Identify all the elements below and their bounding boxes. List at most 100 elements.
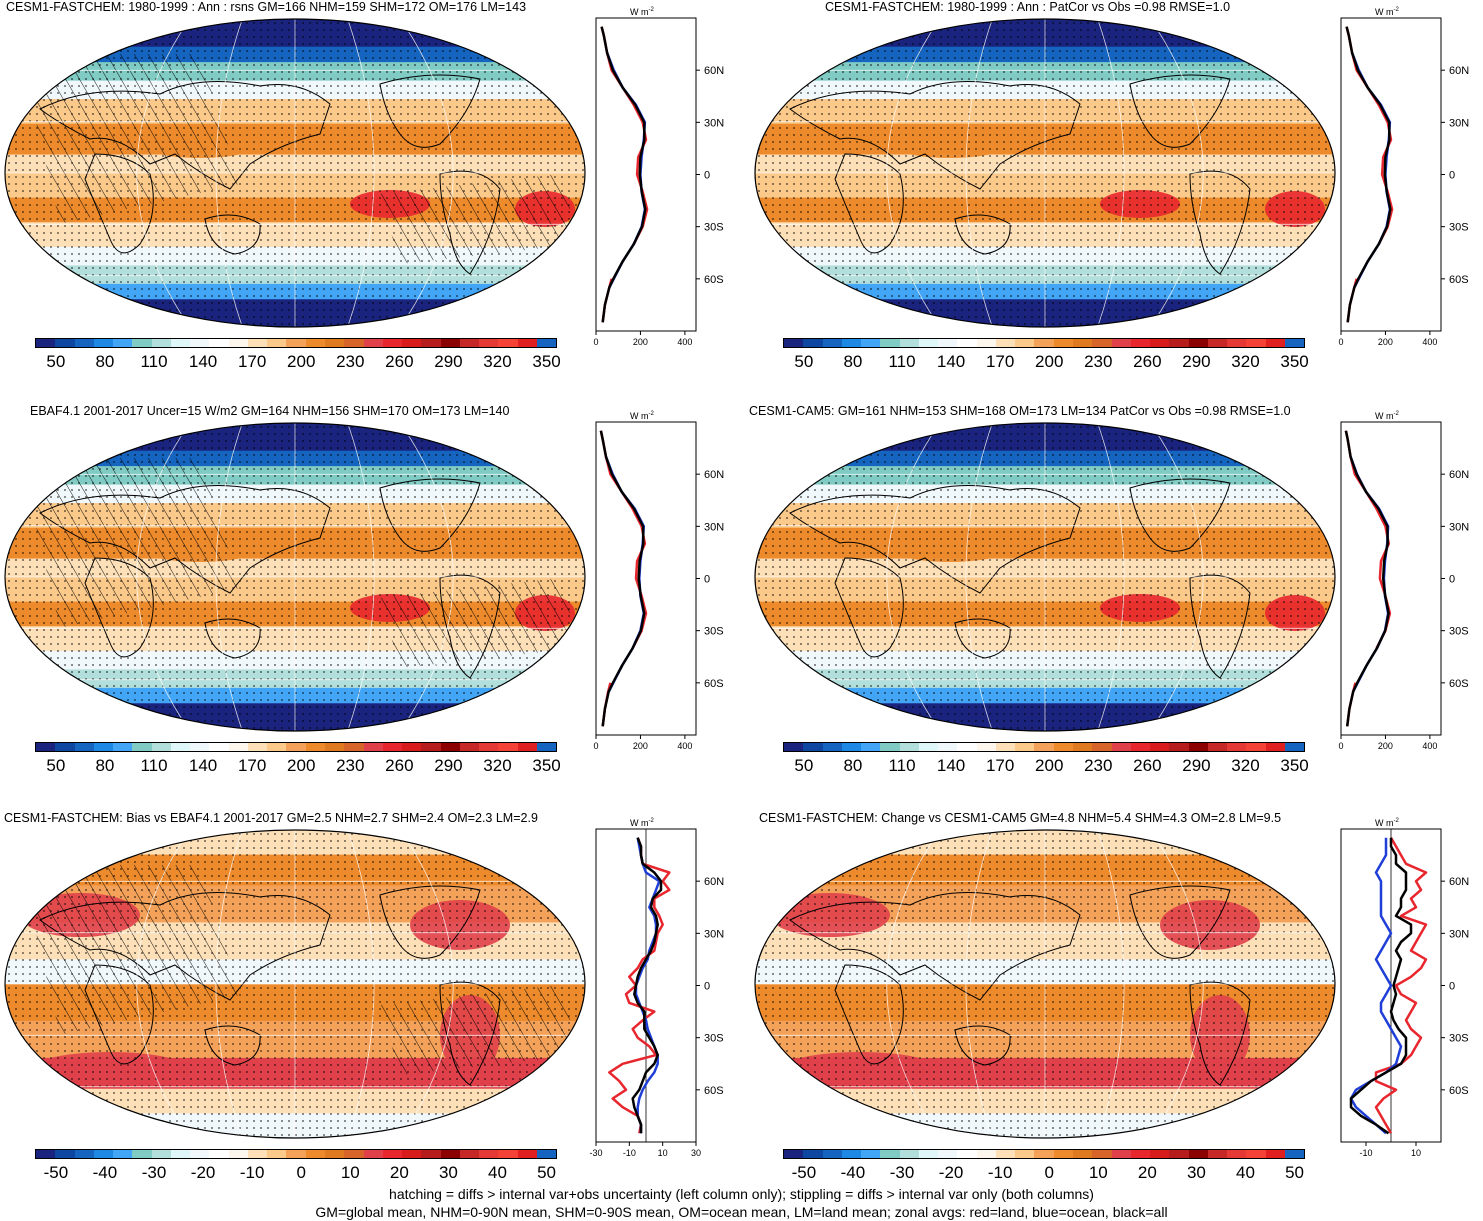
map [754,829,1336,1139]
colorbar-swatch [803,1150,823,1158]
colorbar-tick-label: -20 [190,1163,216,1182]
colorbar-swatch [170,339,191,347]
colorbar-swatch [1284,1150,1305,1158]
colorbar-swatch [498,743,518,751]
colorbar-swatch [861,1150,881,1158]
graticule-lon [1149,423,1204,731]
colorbar-swatch [36,743,56,751]
colorbar-tick-label: 110 [888,756,916,775]
y-tick-label: 60S [704,1085,724,1097]
graticule-lon [1097,19,1125,327]
colorbar-swatch [402,743,422,751]
colorbar-tick-label: 140 [936,756,966,775]
colorbar-swatch [899,743,919,751]
colorbar-swatch [938,1150,958,1158]
colorbar-swatch [36,1150,56,1158]
colorbar-swatch [517,1150,537,1158]
colorbar-tick-label: 320 [1231,352,1260,371]
colorbar-swatch [286,1150,306,1158]
colorbar-swatches [35,338,557,348]
colorbar-swatch [1169,743,1189,751]
colorbar-swatches [35,742,557,752]
colorbar-swatch [344,339,364,347]
colorbar-swatch [822,339,842,347]
graticule-lon [399,19,454,327]
colorbar-tick-label: 230 [1084,756,1113,775]
colorbar-swatch [861,743,881,751]
colorbar-swatch [918,743,939,751]
y-tick-label: 60N [1449,469,1469,481]
colorbar-swatch [421,1150,441,1158]
colorbar-tick-label: 50 [537,1163,557,1182]
colorbar-tick-label: 320 [483,352,512,371]
colorbar-swatch [1246,339,1266,347]
x-tick-label: 0 [593,337,598,347]
x-tick-label: 200 [1378,337,1393,347]
x-tick-label: 200 [633,337,648,347]
y-tick-label: 30S [704,626,724,638]
colorbar-swatch [1150,1150,1170,1158]
y-tick-label: 60N [704,469,724,481]
colorbar-swatch [517,743,537,751]
y-tick-label: 60N [1449,876,1469,888]
map [754,18,1336,328]
colorbar-tick-label: 40 [488,1163,507,1182]
colorbar-swatch [1015,339,1035,347]
y-tick-label: 30S [1449,1033,1469,1045]
colorbar-tick-label: 230 [1084,352,1113,371]
colorbar-tick-label: -10 [987,1163,1013,1182]
colorbar-swatch [363,1150,383,1158]
colorbar-swatch [459,1150,480,1158]
colorbar-swatch [784,1150,804,1158]
zonal-unit-label: W m-2 [630,411,654,421]
map-field [5,19,585,327]
colorbar-swatch [536,339,557,347]
colorbar-swatch [957,339,977,347]
colorbar-swatch [1072,743,1093,751]
x-tick-label: 200 [633,741,648,751]
colorbar: 50 80 110 140 170 200 230 260 290 320 350 [778,338,1309,384]
colorbar-swatch [190,743,210,751]
colorbar-swatch [880,743,900,751]
graticule-lon [1097,423,1125,731]
colorbar-swatch [190,339,210,347]
colorbar-swatch [1034,1150,1054,1158]
colorbar-swatch [1130,339,1151,347]
panel-title: CESM1-FASTCHEM: 1980-1999 : Ann : PatCor… [825,0,1231,14]
colorbar-swatch [113,743,133,751]
colorbar-swatch [170,1150,191,1158]
colorbar-tick-label: 40 [1236,1163,1255,1182]
colorbar-swatch [344,1150,364,1158]
colorbar-swatches [783,1149,1305,1159]
y-tick-label: 60S [1449,678,1469,690]
colorbar: 50 80 110 140 170 200 230 260 290 320 350 [30,338,561,384]
colorbar-swatch [1284,743,1305,751]
y-tick-label: 60N [704,65,724,77]
colorbar-swatch [1130,1150,1151,1158]
zonal-unit-label: W m-2 [630,7,654,17]
x-tick-label: 0 [1338,741,1343,751]
y-tick-label: 60N [704,876,724,888]
colorbar-swatch [286,339,306,347]
x-tick-label: 10 [658,1148,668,1158]
y-tick-label: 30S [704,1033,724,1045]
colorbar-swatch [113,339,133,347]
map-field [755,830,1335,1138]
colorbar-swatch [1053,743,1073,751]
colorbar-swatch [1072,1150,1093,1158]
colorbar-swatch [247,743,268,751]
colorbar-swatch [1207,1150,1228,1158]
y-tick-label: 60S [1449,274,1469,286]
colorbar: 50 80 110 140 170 200 230 260 290 320 350 [30,742,561,788]
zonal-series-all [599,430,646,727]
graticule-lon [965,423,993,731]
zonal-mean-plot: W m-2 -10 10 60N 30N 0 30S 60S [1340,818,1469,1158]
y-tick-label: 0 [1449,574,1455,586]
graticule-lon [347,423,375,731]
panel-title: CESM1-CAM5: GM=161 NHM=153 SHM=168 OM=17… [749,404,1291,418]
colorbar-tick-label: 320 [483,756,512,775]
colorbar-swatch [363,743,383,751]
colorbar-swatch [479,339,499,347]
colorbar-swatch [132,1150,152,1158]
colorbar-swatch [995,339,1016,347]
